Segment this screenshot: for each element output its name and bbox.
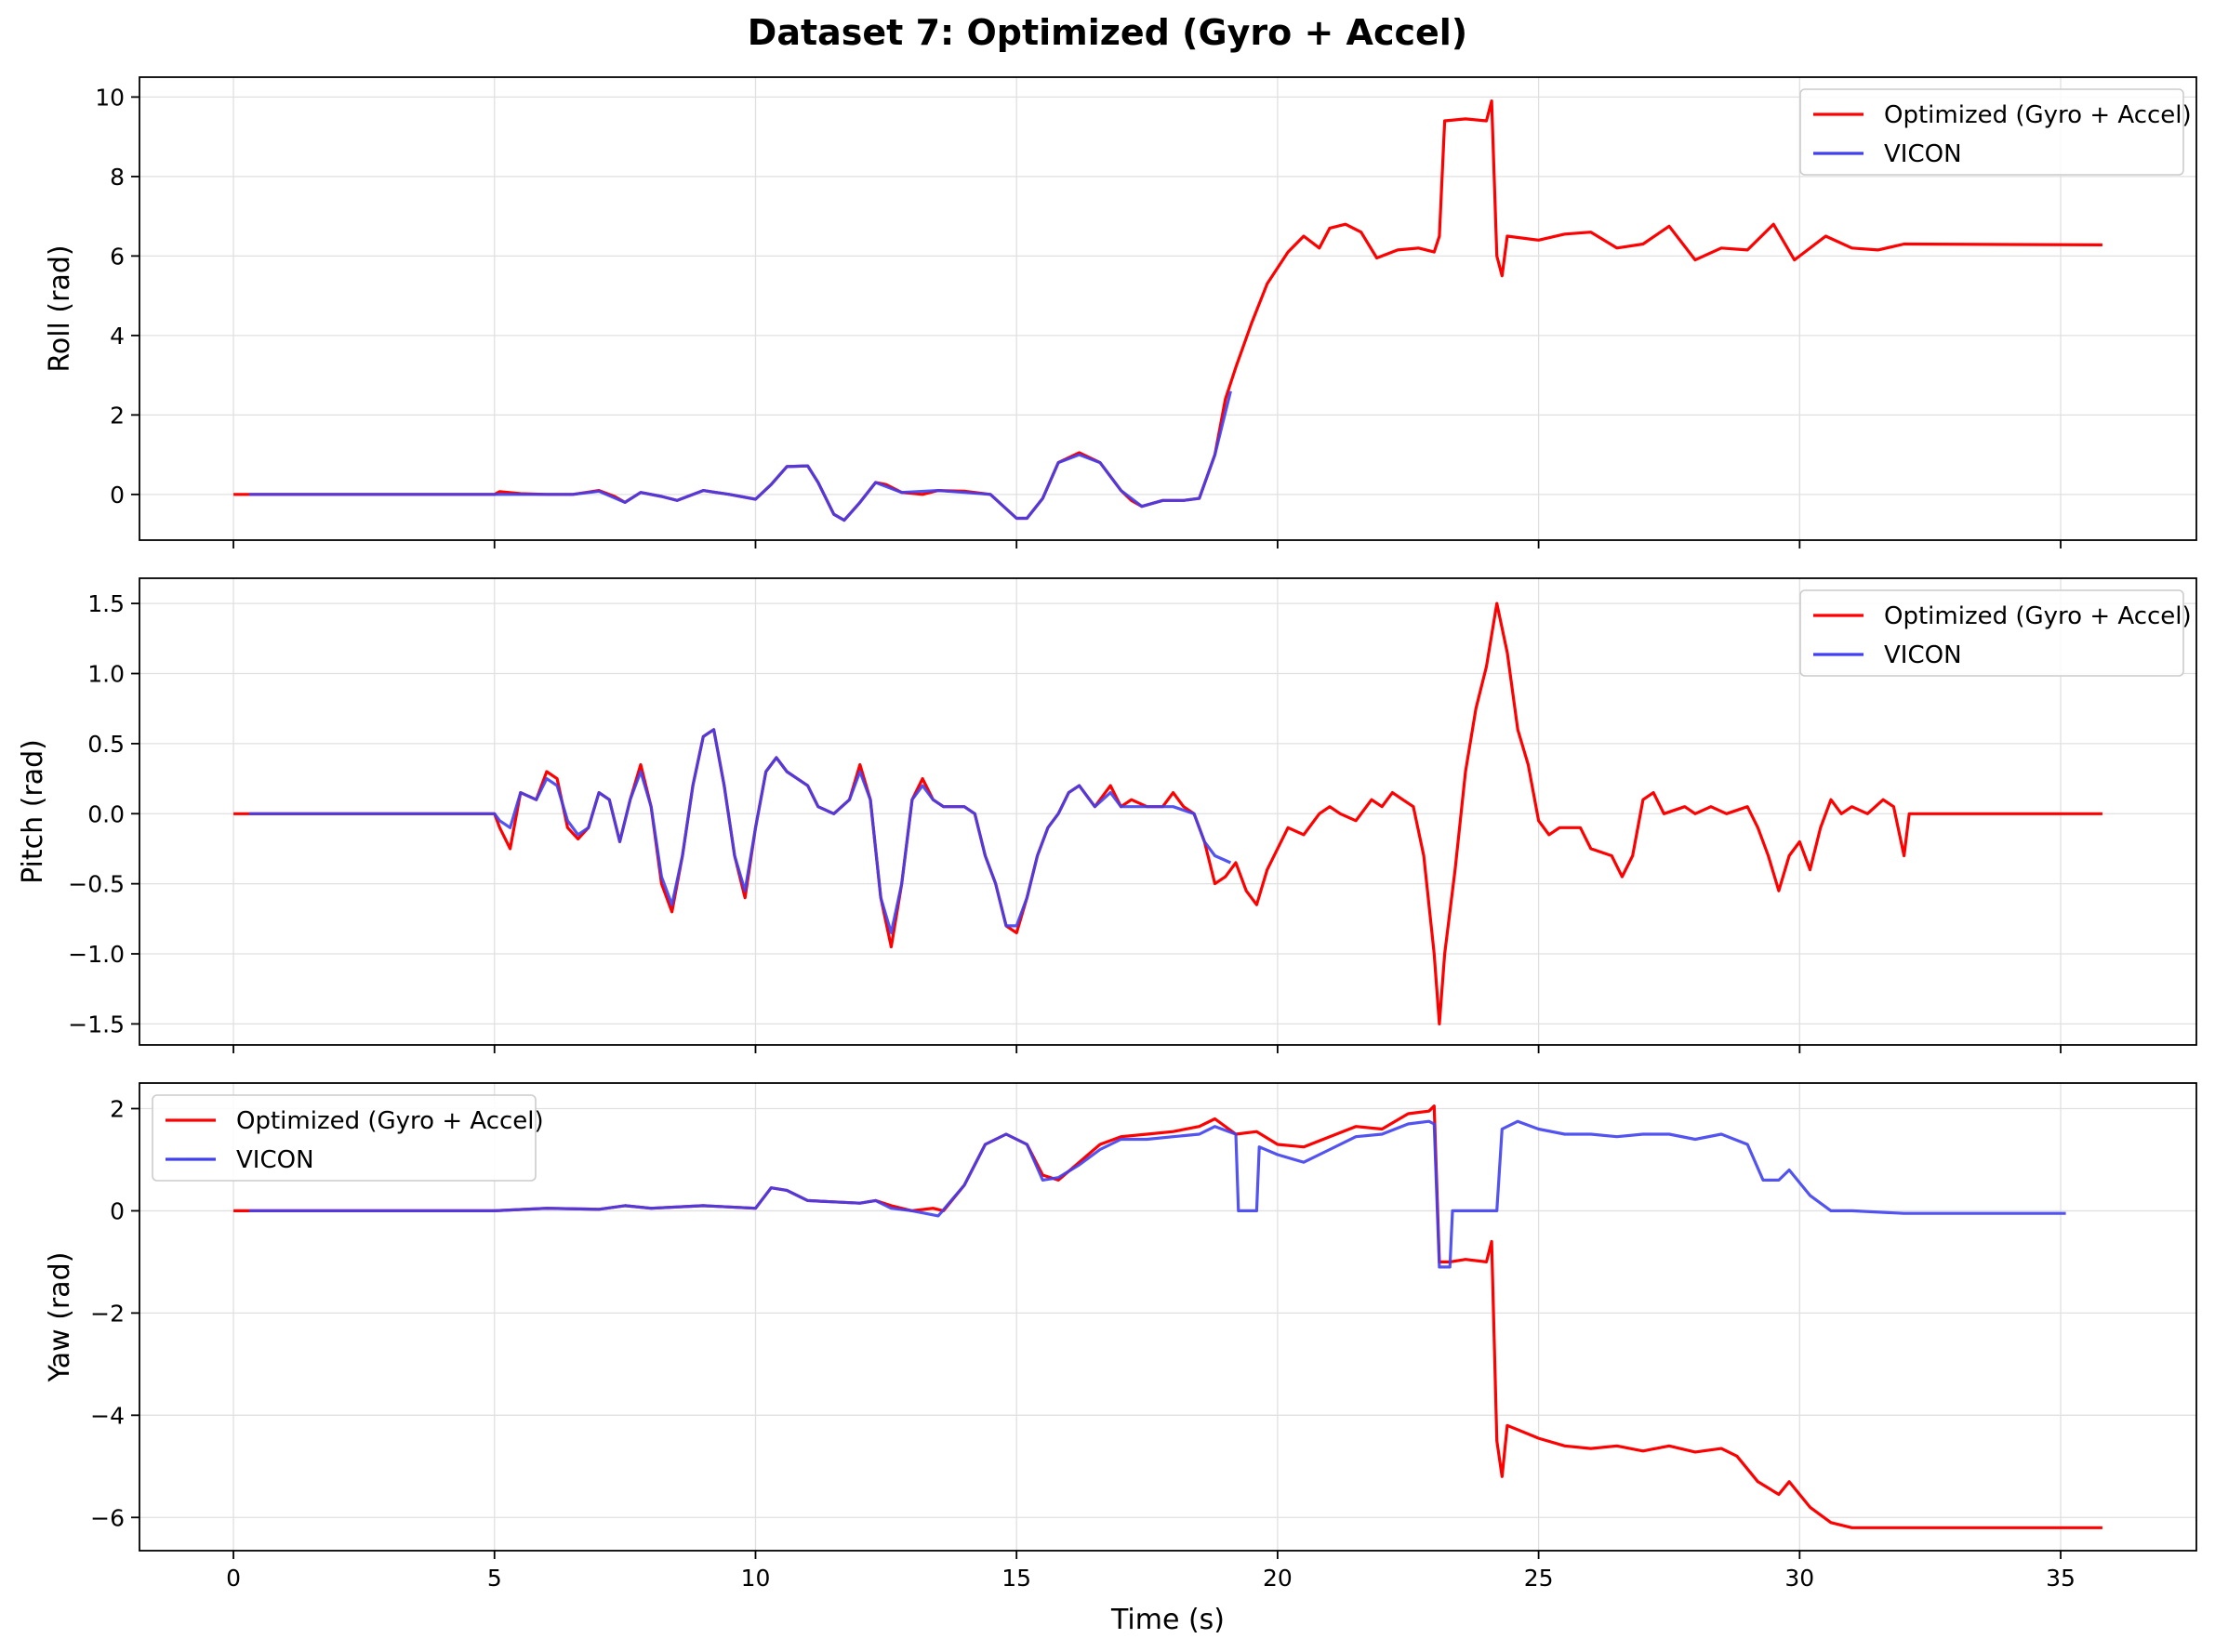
roll-y-tick-label: 10 bbox=[95, 84, 125, 111]
roll-series-vicon-line bbox=[248, 390, 1232, 522]
chart-title: Dataset 7: Optimized (Gyro + Accel) bbox=[748, 12, 1467, 53]
pitch-legend-box bbox=[1799, 589, 2184, 677]
roll-panel: 0 2 4 6 8 10 Roll (rad) Optimized (Gyro + Accel… bbox=[44, 76, 2197, 548]
yaw-x-tick-label: 15 bbox=[1001, 1565, 1031, 1592]
pitch-y-tick-label: −1.0 bbox=[68, 941, 125, 968]
roll-y-tick-label: 0 bbox=[110, 482, 125, 509]
roll-y-axis-label: Roll (rad) bbox=[44, 244, 76, 372]
yaw-panel: 0 5 10 15 20 25 30 35 −6 −4 −2 0 2 Yaw (rad) Optimized… bbox=[44, 1082, 2197, 1592]
pitch-legend-label: VICON bbox=[1884, 641, 1962, 669]
yaw-legend: Optimized (Gyro + Accel) VICON bbox=[152, 1094, 544, 1182]
yaw-legend-label: Optimized (Gyro + Accel) bbox=[236, 1107, 544, 1135]
pitch-panel: −1.5 −1.0 −0.5 0.0 0.5 1.0 1.5 Pitch (rad) Optim… bbox=[17, 577, 2197, 1053]
roll-y-tick-label: 4 bbox=[110, 323, 125, 350]
yaw-y-axis-label: Yaw (rad) bbox=[44, 1252, 76, 1383]
yaw-legend-box bbox=[152, 1094, 537, 1182]
pitch-y-tick-label: −1.5 bbox=[68, 1011, 125, 1037]
yaw-x-tick-label: 20 bbox=[1263, 1565, 1293, 1592]
pitch-legend-label: Optimized (Gyro + Accel) bbox=[1884, 602, 2192, 630]
pitch-y-tick-label: −0.5 bbox=[68, 871, 125, 898]
yaw-y-tick-label: −2 bbox=[90, 1300, 125, 1327]
roll-legend-label: VICON bbox=[1884, 140, 1962, 168]
roll-legend: Optimized (Gyro + Accel) VICON bbox=[1799, 88, 2192, 176]
roll-legend-box bbox=[1799, 88, 2184, 176]
pitch-y-tick-label: 1.5 bbox=[87, 590, 125, 617]
roll-y-tick-label: 6 bbox=[110, 243, 125, 270]
roll-axes-frame bbox=[139, 76, 2197, 541]
yaw-x-tick-label: 30 bbox=[1784, 1565, 1814, 1592]
yaw-x-tick-label: 35 bbox=[2046, 1565, 2076, 1592]
yaw-series-vicon-line bbox=[248, 1119, 2066, 1269]
yaw-x-tick-label: 5 bbox=[487, 1565, 502, 1592]
yaw-y-tick-label: 2 bbox=[110, 1095, 125, 1122]
pitch-legend: Optimized (Gyro + Accel) VICON bbox=[1799, 589, 2192, 677]
yaw-legend-label: VICON bbox=[236, 1146, 314, 1174]
yaw-axes-frame bbox=[139, 1082, 2197, 1552]
x-axis-label: Time (s) bbox=[1110, 1604, 1225, 1636]
roll-legend-label: Optimized (Gyro + Accel) bbox=[1884, 101, 2192, 129]
pitch-y-tick-label: 0.0 bbox=[87, 800, 125, 827]
yaw-y-tick-label: −6 bbox=[90, 1504, 125, 1531]
pitch-axes-frame bbox=[139, 577, 2197, 1046]
yaw-x-tick-label: 25 bbox=[1524, 1565, 1554, 1592]
pitch-y-axis-label: Pitch (rad) bbox=[17, 739, 49, 884]
yaw-x-tick-label: 0 bbox=[226, 1565, 241, 1592]
roll-y-tick-label: 8 bbox=[110, 164, 125, 191]
pitch-y-tick-label: 1.0 bbox=[87, 661, 125, 688]
pitch-series-vicon-line bbox=[248, 728, 1232, 934]
roll-y-tick-label: 2 bbox=[110, 402, 125, 429]
yaw-x-tick-label: 10 bbox=[741, 1565, 771, 1592]
yaw-y-tick-label: 0 bbox=[110, 1197, 125, 1224]
yaw-y-tick-label: −4 bbox=[90, 1402, 125, 1429]
pitch-y-tick-label: 0.5 bbox=[87, 731, 125, 758]
